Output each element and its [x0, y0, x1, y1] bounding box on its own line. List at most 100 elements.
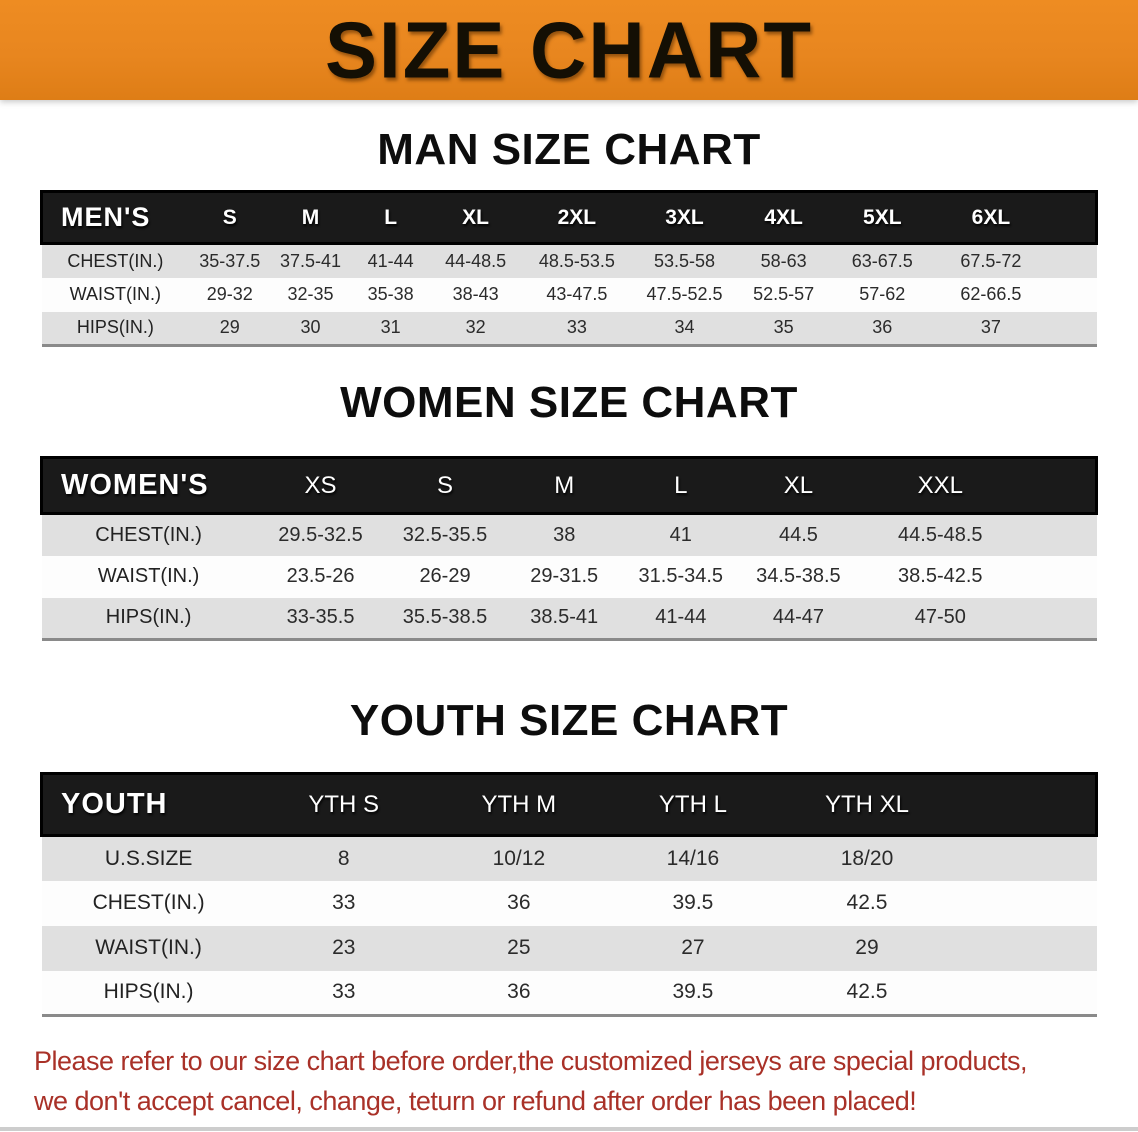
- table-row: CHEST(IN.) 29.5-32.5 32.5-35.5 38 41 44.5 44.5…: [41, 513, 1097, 556]
- row-label: U.S.SIZE: [41, 835, 256, 881]
- table-row: HIPS(IN.) 33-35.5 35.5-38.5 38.5-41 41-44 44-…: [41, 597, 1097, 640]
- row-label: WAIST(IN.): [41, 277, 190, 312]
- size-value-cell: 26-29: [385, 555, 505, 598]
- filler-cell: [954, 772, 1099, 837]
- size-value-cell: 32: [430, 311, 521, 346]
- table-header-row: WOMEN'S XS S M L XL XXL: [39, 456, 1098, 515]
- size-value-cell: 33: [255, 970, 432, 1016]
- filler-cell: [1048, 190, 1098, 245]
- size-value-cell: 33: [255, 880, 432, 926]
- filler-cell: [1021, 555, 1097, 598]
- table-row: WAIST(IN.) 23 25 27 29: [41, 925, 1097, 971]
- table-group-label: YOUTH: [39, 772, 256, 837]
- size-value-cell: 43-47.5: [520, 277, 634, 312]
- women-section-heading: WOMEN SIZE CHART: [340, 378, 798, 427]
- size-value-cell: 53.5-58: [633, 243, 736, 278]
- size-column-header: M: [270, 190, 351, 245]
- size-value-cell: 47.5-52.5: [633, 277, 736, 312]
- table-row: WAIST(IN.) 29-32 32-35 35-38 38-43 43-47.5 47.…: [41, 277, 1097, 312]
- filler-cell: [954, 970, 1097, 1016]
- row-label: HIPS(IN.): [41, 970, 256, 1016]
- men-section-heading: MAN SIZE CHART: [377, 125, 761, 174]
- size-value-cell: 44-48.5: [430, 243, 521, 278]
- size-value-cell: 41-44: [350, 243, 431, 278]
- bottom-divider: [0, 1127, 1138, 1131]
- size-value-cell: 38.5-41: [504, 597, 624, 640]
- size-value-cell: 18/20: [779, 835, 955, 881]
- size-column-header: YTH S: [255, 772, 432, 837]
- filler-cell: [1048, 243, 1097, 278]
- row-label: CHEST(IN.): [41, 243, 190, 278]
- row-label: WAIST(IN.): [41, 925, 256, 971]
- size-value-cell: 35-37.5: [189, 243, 271, 278]
- size-value-cell: 35.5-38.5: [385, 597, 505, 640]
- table-row: WAIST(IN.) 23.5-26 26-29 29-31.5 31.5-34.5 34…: [41, 555, 1097, 598]
- size-column-header: YTH XL: [779, 772, 955, 837]
- size-column-header: 2XL: [520, 190, 634, 245]
- disclaimer-line-2: we don't accept cancel, change, teturn o…: [34, 1086, 917, 1116]
- mens-size-table: MEN'S S M L XL 2XL 3XL 4XL 5XL 6XL CHEST(IN.) 35-37…: [40, 190, 1098, 347]
- size-column-header: YTH M: [431, 772, 606, 837]
- size-value-cell: 52.5-57: [735, 277, 832, 312]
- size-value-cell: 29-31.5: [504, 555, 624, 598]
- size-value-cell: 38-43: [430, 277, 521, 312]
- size-column-header: XS: [255, 456, 386, 515]
- disclaimer-note: Please refer to our size chart before or…: [0, 1041, 1138, 1121]
- filler-cell: [1021, 456, 1098, 515]
- size-value-cell: 44-47: [737, 597, 860, 640]
- youth-size-table: YOUTH YTH S YTH M YTH L YTH XL U.S.SIZE 8 10/12…: [39, 772, 1099, 1017]
- size-column-header: S: [189, 190, 271, 245]
- table-row: HIPS(IN.) 33 36 39.5 42.5: [41, 970, 1097, 1016]
- size-value-cell: 42.5: [779, 970, 955, 1016]
- disclaimer-line-1: Please refer to our size chart before or…: [34, 1046, 1028, 1076]
- size-value-cell: 29: [189, 311, 271, 346]
- row-label: HIPS(IN.): [41, 597, 256, 640]
- size-value-cell: 34.5-38.5: [737, 555, 860, 598]
- filler-cell: [1048, 277, 1097, 312]
- row-label: WAIST(IN.): [41, 555, 256, 598]
- size-column-header: 6XL: [932, 190, 1049, 245]
- size-value-cell: 35: [735, 311, 832, 346]
- size-value-cell: 63-67.5: [831, 243, 933, 278]
- size-column-header: 4XL: [735, 190, 832, 245]
- size-value-cell: 33-35.5: [255, 597, 386, 640]
- size-column-header: S: [385, 456, 505, 515]
- size-value-cell: 57-62: [831, 277, 933, 312]
- size-value-cell: 48.5-53.5: [520, 243, 634, 278]
- size-value-cell: 38: [504, 513, 624, 556]
- size-value-cell: 36: [431, 880, 606, 926]
- size-value-cell: 36: [831, 311, 933, 346]
- filler-cell: [954, 835, 1097, 881]
- size-value-cell: 29.5-32.5: [255, 513, 386, 556]
- table-row: U.S.SIZE 8 10/12 14/16 18/20: [41, 835, 1097, 881]
- size-value-cell: 41: [623, 513, 738, 556]
- size-value-cell: 29-32: [189, 277, 271, 312]
- filler-cell: [1021, 513, 1097, 556]
- size-value-cell: 33: [520, 311, 634, 346]
- size-value-cell: 62-66.5: [932, 277, 1049, 312]
- size-value-cell: 37: [932, 311, 1049, 346]
- size-column-header: L: [623, 456, 738, 515]
- table-row: CHEST(IN.) 35-37.5 37.5-41 41-44 44-48.5 48.5…: [41, 243, 1097, 278]
- size-value-cell: 44.5: [737, 513, 860, 556]
- size-value-cell: 34: [633, 311, 736, 346]
- size-value-cell: 44.5-48.5: [859, 513, 1022, 556]
- size-value-cell: 30: [270, 311, 351, 346]
- size-value-cell: 23.5-26: [255, 555, 386, 598]
- size-value-cell: 41-44: [623, 597, 738, 640]
- row-label: HIPS(IN.): [41, 311, 190, 346]
- size-column-header: XXL: [859, 456, 1022, 515]
- table-group-label: WOMEN'S: [39, 456, 256, 515]
- size-value-cell: 39.5: [605, 880, 780, 926]
- filler-cell: [1021, 597, 1097, 640]
- womens-size-table: WOMEN'S XS S M L XL XXL CHEST(IN.) 29.5-32.5 32.5…: [39, 456, 1098, 641]
- table-row: HIPS(IN.) 29 30 31 32 33 34 35 36 37: [41, 311, 1097, 346]
- size-column-header: 3XL: [633, 190, 736, 245]
- size-column-header: XL: [737, 456, 860, 515]
- size-value-cell: 37.5-41: [270, 243, 351, 278]
- size-value-cell: 8: [255, 835, 432, 881]
- size-value-cell: 27: [605, 925, 780, 971]
- size-value-cell: 39.5: [605, 970, 780, 1016]
- size-value-cell: 67.5-72: [932, 243, 1049, 278]
- size-value-cell: 32.5-35.5: [385, 513, 505, 556]
